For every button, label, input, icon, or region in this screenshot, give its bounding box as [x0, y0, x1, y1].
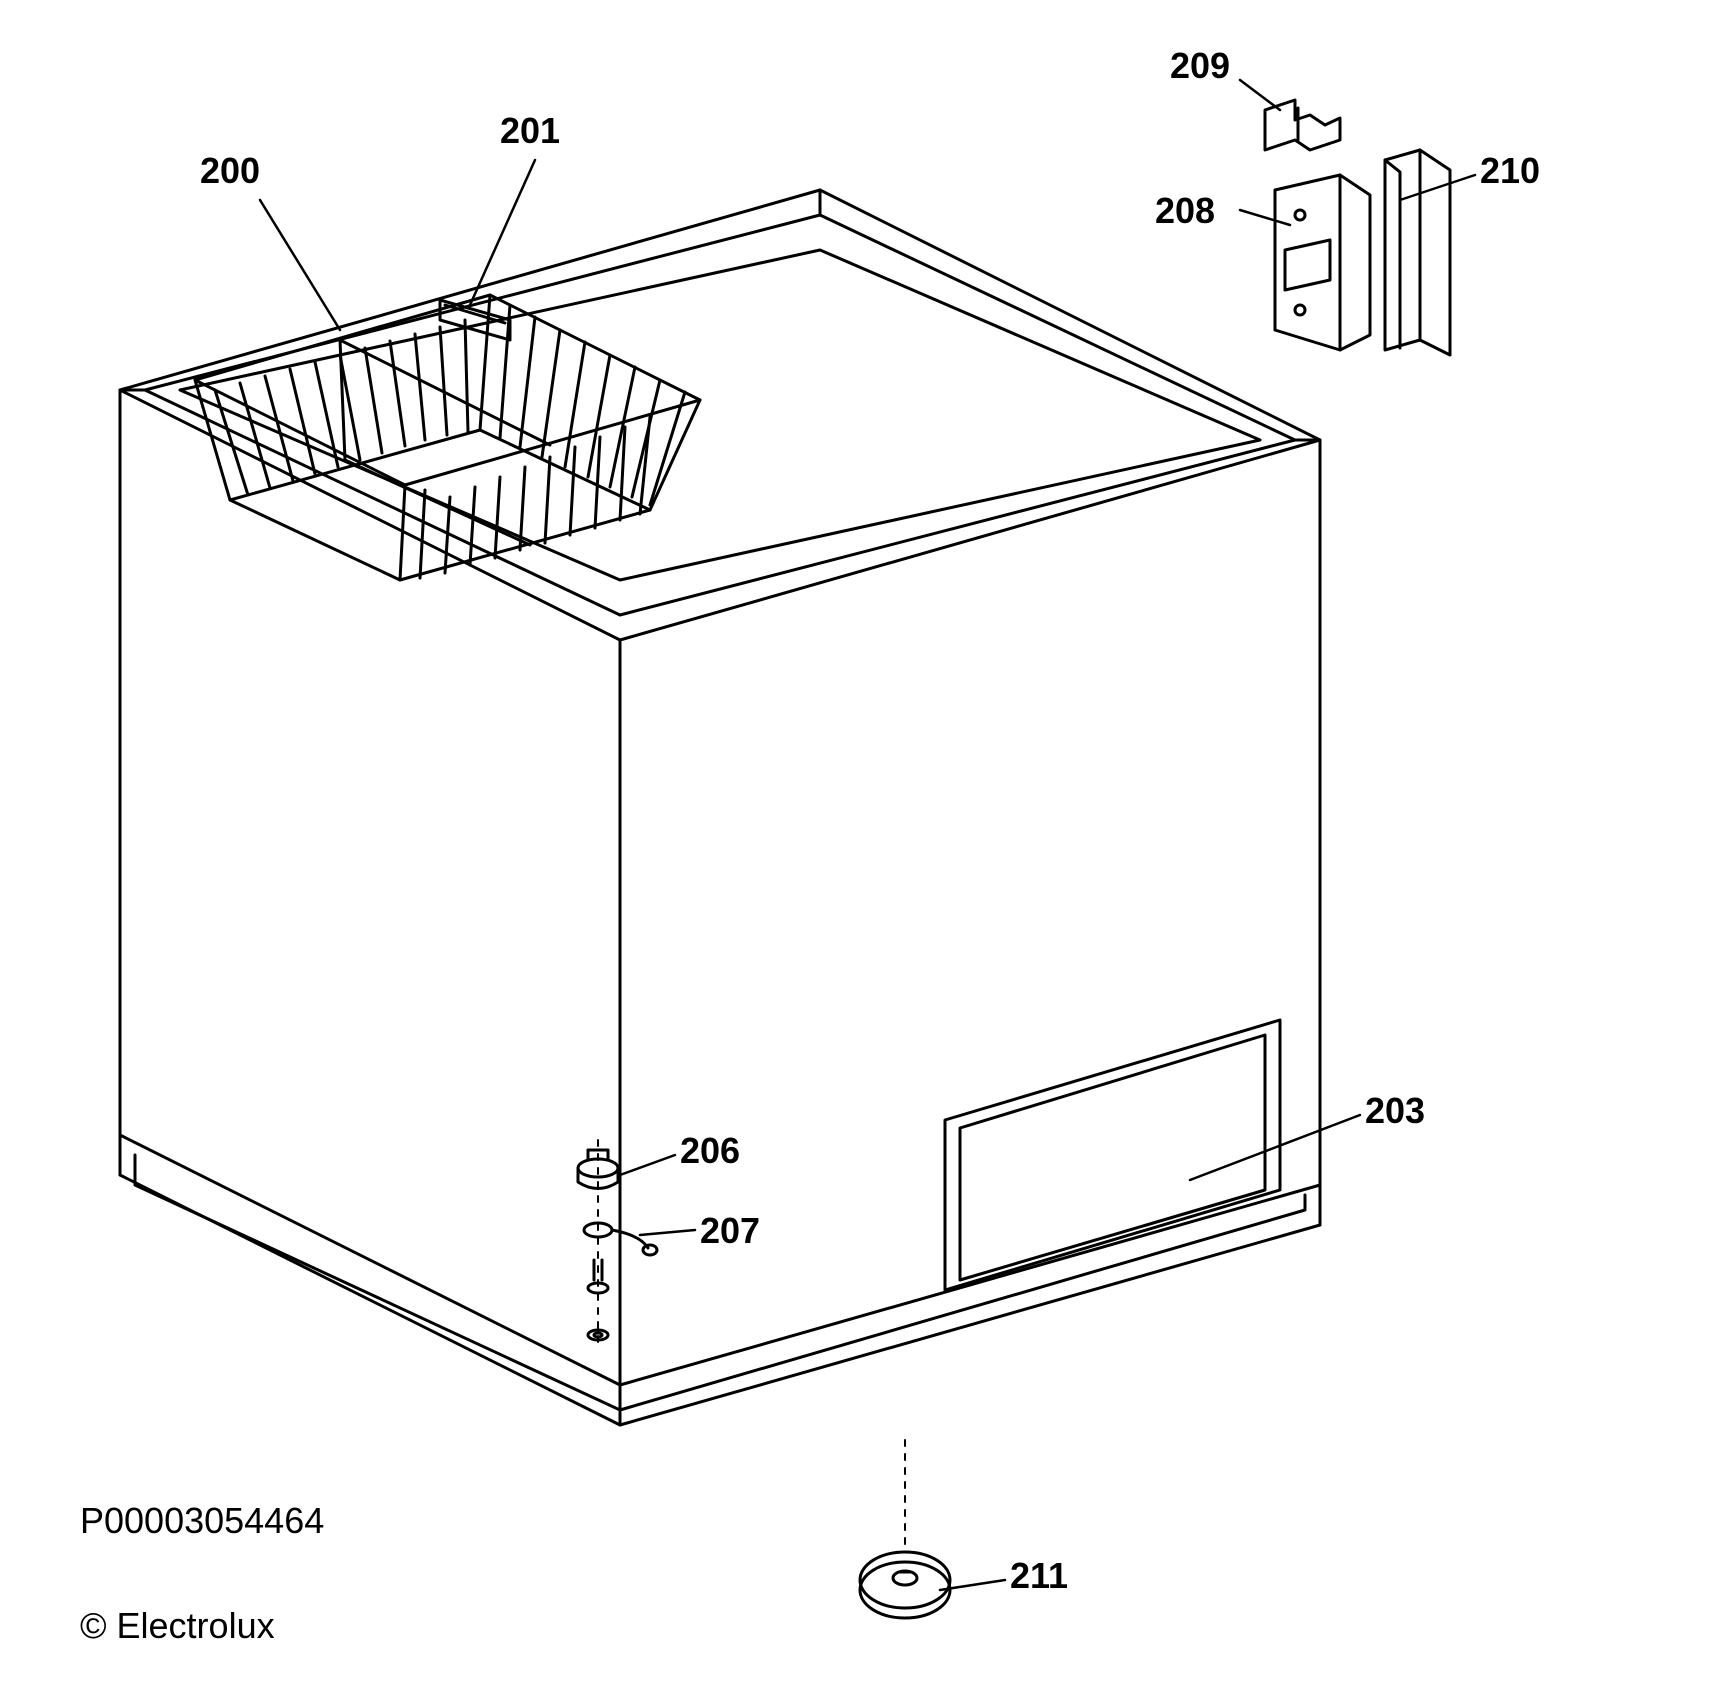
callout-210: 210: [1480, 150, 1540, 192]
callout-203: 203: [1365, 1090, 1425, 1132]
copyright: © Electrolux: [80, 1605, 275, 1647]
callout-211: 211: [1010, 1555, 1068, 1597]
parts-diagram-svg: [0, 0, 1721, 1688]
callout-200: 200: [200, 150, 260, 192]
callout-201: 201: [500, 110, 560, 152]
callout-207: 207: [700, 1210, 760, 1252]
part-number: P00003054464: [80, 1500, 324, 1542]
callout-208: 208: [1155, 190, 1215, 232]
callout-209: 209: [1170, 45, 1230, 87]
callout-206: 206: [680, 1130, 740, 1172]
